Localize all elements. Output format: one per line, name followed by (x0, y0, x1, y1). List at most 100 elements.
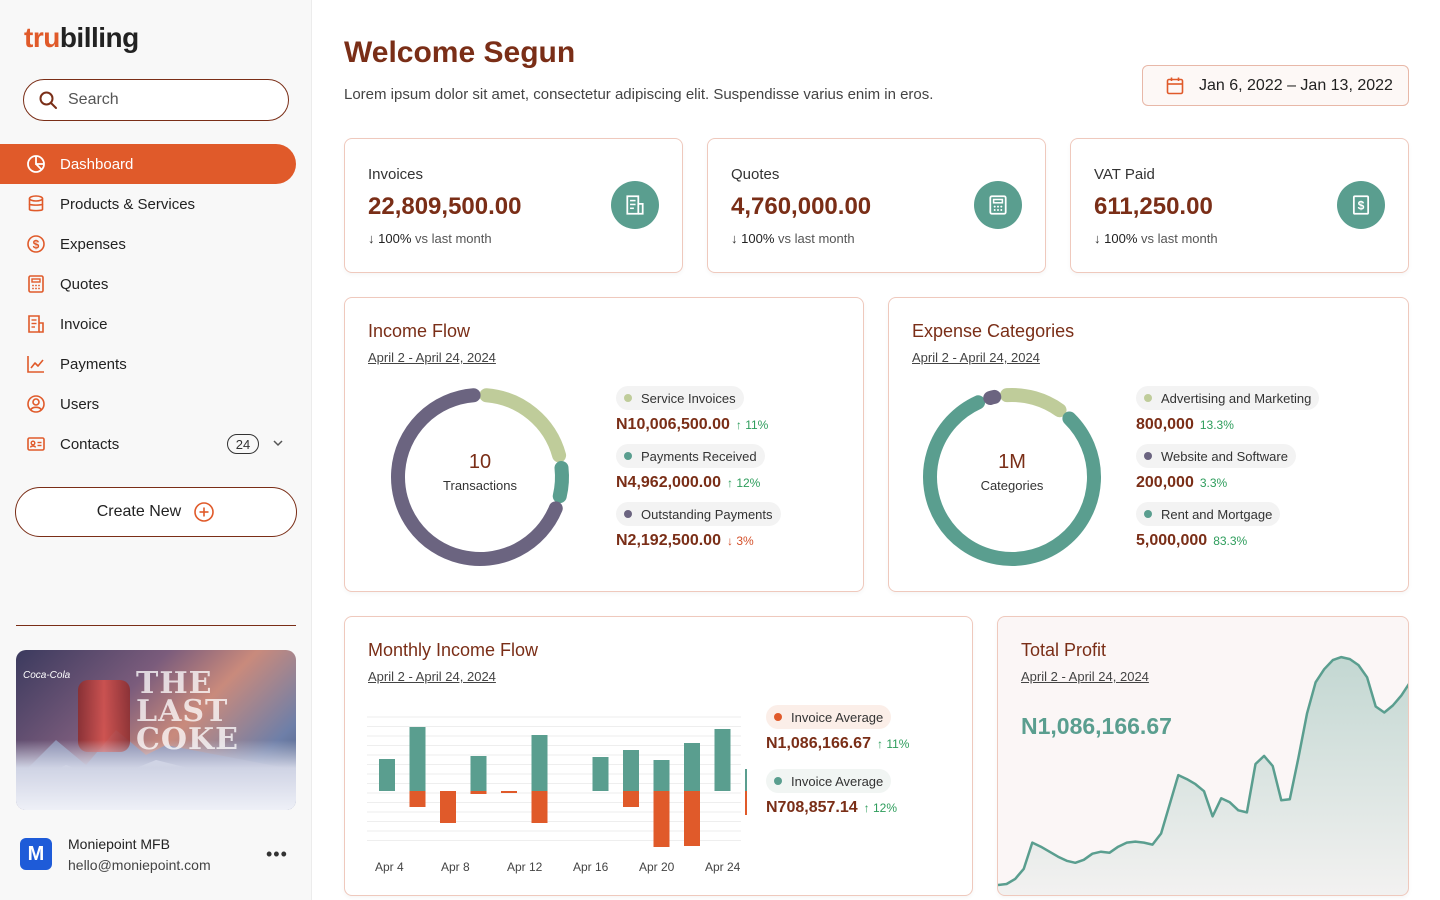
sidebar-item-products[interactable]: Products & Services (0, 184, 312, 224)
card-title: Monthly Income Flow (368, 640, 539, 660)
quotes-stat-card[interactable]: Quotes 4,760,000.00 ↓ 100% vs last month (707, 138, 1046, 273)
invoices-stat-card[interactable]: Invoices 22,809,500.00 ↓ 100% vs last mo… (344, 138, 683, 273)
total-profit-area-chart (998, 655, 1409, 895)
svg-text:$: $ (1358, 198, 1365, 212)
monthly-income-flow-card: Monthly Income Flow April 2 - April 24, … (344, 616, 973, 896)
sidebar-item-quotes[interactable]: Quotes (0, 264, 312, 304)
bar-negative[interactable] (531, 791, 548, 823)
stat-value: 4,760,000.00 (731, 193, 872, 220)
donut-segment-website-and-software[interactable] (983, 389, 1002, 405)
user-profile[interactable]: M Moniepoint MFB hello@moniepoint.com ••… (20, 836, 300, 878)
bar-positive[interactable] (714, 729, 731, 791)
donut-segment-advertising-and-marketing[interactable] (999, 388, 1067, 418)
legend-label: Advertising and Marketing (1161, 390, 1312, 406)
stat-change-vs: vs last month (778, 231, 855, 246)
bar-negative[interactable] (653, 791, 670, 847)
bar-negative[interactable] (623, 791, 639, 807)
sidebar-nav: Dashboard Products & Services $ Expenses… (0, 144, 312, 464)
donut-center-label: Transactions (443, 478, 517, 493)
legend-change-pct: 11% (886, 737, 910, 751)
sidebar-item-label: Quotes (60, 275, 109, 293)
legend-item: Advertising and Marketing (1136, 386, 1320, 410)
bar-negative[interactable] (470, 791, 487, 794)
donut-segment-payments-received[interactable] (552, 461, 569, 504)
bar-positive[interactable] (592, 757, 609, 791)
line-chart-icon (26, 354, 46, 374)
bar-positive[interactable] (379, 759, 395, 791)
legend-amount: N10,006,500.00 (616, 416, 730, 433)
sidebar-item-dashboard[interactable]: Dashboard (0, 144, 296, 184)
x-tick-label: Apr 20 (639, 860, 675, 874)
legend-dot (1144, 394, 1152, 402)
card-title: Income Flow (368, 321, 471, 341)
monthly-income-bar-chart: Apr 4 Apr 8 Apr 12 Apr 16 Apr 20 Apr 24 (367, 716, 747, 874)
sidebar: trubilling Dashboard Products & Services… (0, 0, 312, 900)
search-input[interactable] (68, 91, 268, 109)
sidebar-item-users[interactable]: Users (0, 384, 312, 424)
profit-line[interactable] (998, 655, 1409, 887)
sidebar-item-payments[interactable]: Payments (0, 344, 312, 384)
calendar-icon (1166, 77, 1184, 94)
stat-change-pct: 100% (1104, 231, 1138, 246)
more-options-icon[interactable]: ••• (266, 844, 288, 864)
date-range-label: Jan 6, 2022 – Jan 13, 2022 (1199, 76, 1393, 94)
bar-positive[interactable] (653, 760, 670, 791)
donut-segment-rent-and-mortgage[interactable] (923, 395, 1101, 566)
donut-segment-service-invoices[interactable] (479, 388, 567, 463)
bar-positive[interactable] (531, 735, 548, 791)
bar-positive[interactable] (623, 750, 639, 791)
card-date-range[interactable]: April 2 - April 24, 2024 (1021, 669, 1149, 684)
legend-amount: 200,000 (1136, 474, 1194, 491)
bar-positive[interactable] (409, 727, 426, 791)
bar-negative[interactable] (440, 791, 456, 823)
legend-change-pct: 12% (736, 476, 761, 490)
legend-value: N4,962,000.00 ↑ 12% (616, 474, 781, 492)
legend-value: 5,000,000 83.3% (1136, 532, 1319, 550)
dollar-circle-icon: $ (26, 234, 46, 254)
bar-positive[interactable] (745, 769, 747, 791)
legend-value: 800,000 13.3% (1136, 416, 1319, 434)
sidebar-item-label: Users (60, 395, 100, 413)
legend-label: Payments Received (641, 448, 757, 464)
search-box[interactable] (23, 79, 289, 121)
sidebar-item-label: Payments (60, 355, 127, 373)
svg-text:$: $ (33, 238, 40, 252)
legend-label: Invoice Average (791, 709, 884, 725)
sidebar-item-expenses[interactable]: $ Expenses (0, 224, 312, 264)
bar-negative[interactable] (501, 791, 517, 793)
brand-suffix: billing (59, 22, 139, 53)
sidebar-item-label: Expenses (60, 235, 126, 253)
legend-change: ↑ 12% (727, 476, 760, 490)
legend-value: 200,000 3.3% (1136, 474, 1319, 492)
donut-center: 10 Transactions (420, 451, 540, 493)
chevron-down-icon[interactable] (272, 437, 284, 449)
bar-negative[interactable] (745, 791, 747, 815)
sidebar-item-contacts[interactable]: Contacts 24 (0, 424, 312, 464)
sidebar-item-invoice[interactable]: Invoice (0, 304, 312, 344)
contact-card-icon (26, 434, 46, 454)
promo-banner[interactable]: Coca-Cola THE LAST COKE (16, 650, 296, 810)
expense-donut-chart (923, 388, 1101, 566)
bar-positive[interactable] (684, 743, 700, 791)
bar-negative[interactable] (409, 791, 426, 807)
card-date-range[interactable]: April 2 - April 24, 2024 (368, 669, 496, 684)
legend-label: Invoice Average (791, 773, 884, 789)
legend-change-pct: 12% (872, 801, 898, 815)
legend-change-pct: 11% (745, 418, 769, 432)
card-date-range[interactable]: April 2 - April 24, 2024 (368, 350, 496, 365)
card-date-range[interactable]: April 2 - April 24, 2024 (912, 350, 1040, 365)
date-range-picker[interactable]: Jan 6, 2022 – Jan 13, 2022 (1142, 65, 1409, 106)
contacts-count-badge: 24 (227, 434, 259, 454)
donut-segment-outstanding-payments[interactable] (391, 388, 563, 566)
stat-label: Quotes (731, 166, 780, 183)
stat-change-pct: 100% (741, 231, 775, 246)
brand-logo[interactable]: trubilling (24, 22, 139, 54)
bar-positive[interactable] (470, 756, 487, 791)
vat-paid-stat-card[interactable]: VAT Paid 611,250.00 ↓ 100% vs last month… (1070, 138, 1409, 273)
stat-value: 22,809,500.00 (368, 193, 522, 220)
legend-item: Outstanding Payments (616, 502, 781, 526)
bar-negative[interactable] (684, 791, 700, 846)
create-new-button[interactable]: Create New (15, 487, 297, 537)
legend-item: Service Invoices (616, 386, 744, 410)
legend-item: Invoice Average (766, 769, 892, 793)
